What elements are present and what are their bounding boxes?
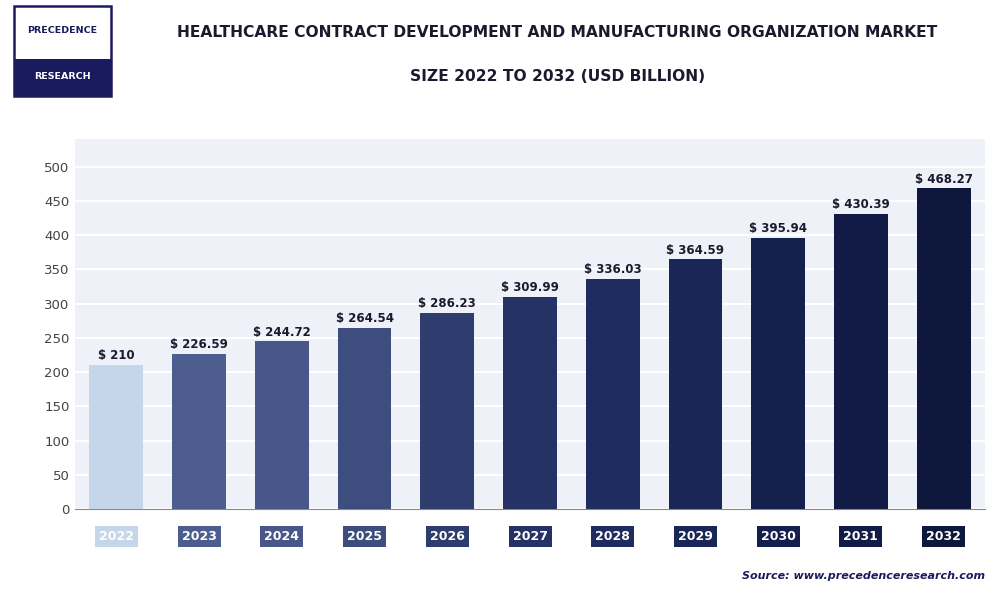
Bar bbox=[420, 313, 474, 509]
Bar bbox=[14, 59, 111, 96]
Bar bbox=[89, 365, 143, 509]
Text: $ 226.59: $ 226.59 bbox=[170, 338, 228, 351]
Text: $ 309.99: $ 309.99 bbox=[501, 281, 559, 294]
Text: 2028: 2028 bbox=[595, 530, 630, 543]
Bar bbox=[586, 279, 640, 509]
Text: SIZE 2022 TO 2032 (USD BILLION): SIZE 2022 TO 2032 (USD BILLION) bbox=[410, 69, 705, 83]
Text: $ 286.23: $ 286.23 bbox=[418, 297, 476, 310]
Text: HEALTHCARE CONTRACT DEVELOPMENT AND MANUFACTURING ORGANIZATION MARKET: HEALTHCARE CONTRACT DEVELOPMENT AND MANU… bbox=[177, 25, 938, 40]
Text: 2032: 2032 bbox=[926, 530, 961, 543]
Text: $ 468.27: $ 468.27 bbox=[915, 172, 973, 185]
Bar bbox=[751, 238, 805, 509]
Text: $ 395.94: $ 395.94 bbox=[749, 222, 807, 235]
Text: 2031: 2031 bbox=[843, 530, 878, 543]
Text: $ 430.39: $ 430.39 bbox=[832, 198, 890, 211]
Bar bbox=[172, 354, 226, 509]
Bar bbox=[338, 328, 391, 509]
Text: PRECEDENCE: PRECEDENCE bbox=[27, 26, 98, 35]
Text: 2023: 2023 bbox=[182, 530, 217, 543]
Text: 2025: 2025 bbox=[347, 530, 382, 543]
Text: 2029: 2029 bbox=[678, 530, 713, 543]
Bar bbox=[834, 214, 888, 509]
Text: 2030: 2030 bbox=[761, 530, 796, 543]
Bar bbox=[669, 259, 722, 509]
Text: $ 210: $ 210 bbox=[98, 349, 135, 362]
Bar bbox=[503, 297, 557, 509]
Text: RESEARCH: RESEARCH bbox=[34, 72, 91, 81]
Text: 2022: 2022 bbox=[99, 530, 134, 543]
Bar bbox=[255, 342, 309, 509]
Text: 2027: 2027 bbox=[512, 530, 548, 543]
Text: $ 244.72: $ 244.72 bbox=[253, 326, 311, 339]
Bar bbox=[917, 188, 971, 509]
Text: 2026: 2026 bbox=[430, 530, 465, 543]
Text: $ 264.54: $ 264.54 bbox=[336, 312, 394, 325]
Text: $ 364.59: $ 364.59 bbox=[666, 243, 724, 256]
Text: Source: www.precedenceresearch.com: Source: www.precedenceresearch.com bbox=[742, 571, 985, 581]
Text: 2024: 2024 bbox=[264, 530, 299, 543]
Text: $ 336.03: $ 336.03 bbox=[584, 263, 642, 276]
